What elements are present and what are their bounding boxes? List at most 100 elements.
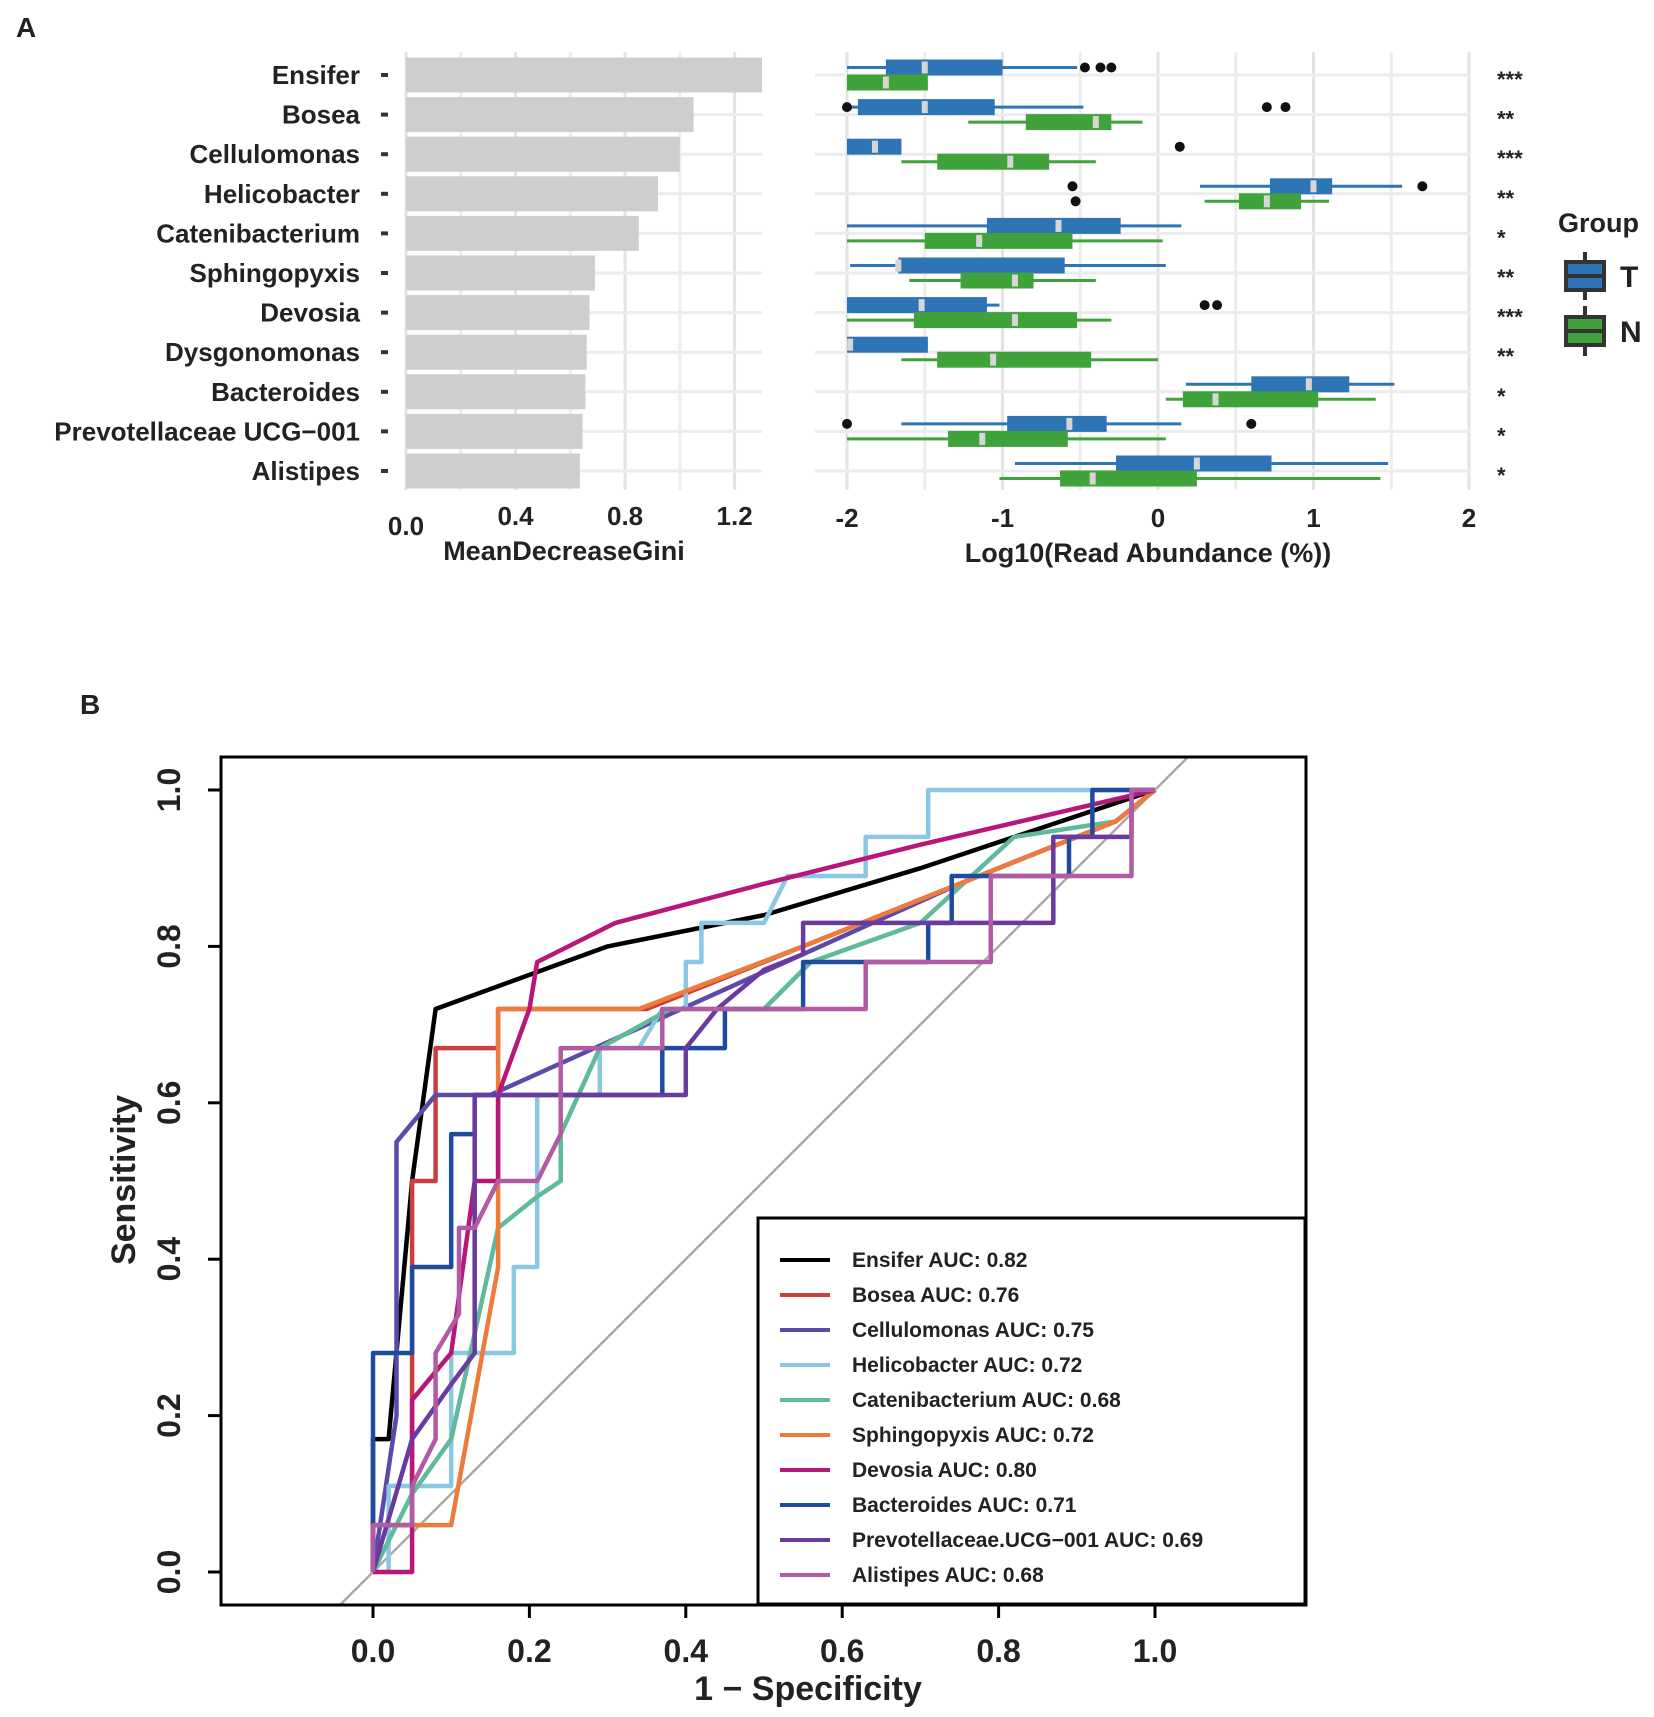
significance-cellulomonas: *** (1497, 146, 1523, 171)
taxon-label-helicobacter: Helicobacter (204, 179, 360, 209)
roc-legend-item-helicobacter: Helicobacter AUC: 0.72 (780, 1354, 1082, 1377)
box-iqr (1238, 193, 1302, 210)
box-iqr (937, 351, 1092, 368)
box-iqr (1182, 391, 1319, 408)
box-iqr (1060, 470, 1197, 487)
boxplot-devosia-n (847, 312, 1112, 329)
roc-curve-prevotellaceae-ucg-001 (370, 787, 1155, 1573)
roc-legend-label: Alistipes AUC: 0.68 (852, 1564, 1044, 1587)
legend-label-t: T (1620, 261, 1638, 294)
taxon-tick (381, 469, 388, 473)
taxon-tick (381, 231, 388, 236)
roc-legend-label: Ensifer AUC: 0.82 (852, 1249, 1027, 1272)
boxplot-bacteroides-n (1165, 391, 1376, 408)
roc-x-tick-label: 0.8 (976, 1633, 1020, 1669)
box-tick-label: 0 (1151, 503, 1165, 533)
legend-key-t (1564, 252, 1606, 300)
boxplot-catenibacterium-t (847, 217, 1182, 234)
boxplot-ensifer-n (847, 74, 928, 91)
box-outlier (1070, 196, 1081, 207)
taxon-label-bosea: Bosea (282, 100, 361, 130)
box-outlier (1106, 62, 1117, 73)
roc-axis-ticks: 0.0 0.0 0.2 0.2 0.4 0.4 0.6 0.6 0.8 0.8 1.0 1.0 (151, 768, 1177, 1669)
roc-legend-item-devosia: Devosia AUC: 0.80 (780, 1459, 1037, 1482)
importance-bar-helicobacter (406, 176, 658, 212)
roc-legend-box (756, 1216, 1307, 1606)
taxon-tick (381, 271, 388, 275)
taxon-labels: Ensifer Bosea Cellulomonas Helicobacter Cate… (54, 60, 388, 486)
importance-bar-cellulomonas (406, 136, 680, 172)
box-tick-label: 2 (1462, 503, 1476, 533)
box-iqr (913, 312, 1078, 329)
importance-bar-devosia (406, 295, 590, 331)
roc-y-tick-label: 0.8 (151, 924, 187, 968)
roc-legend-label: Helicobacter AUC: 0.72 (852, 1354, 1082, 1377)
roc-curve-alistipes (370, 787, 1155, 1572)
box-x-axis-label: Log10(Read Abundance (%)) (965, 538, 1332, 568)
significance-alistipes: * (1497, 463, 1506, 488)
roc-legend-item-ensifer: Ensifer AUC: 0.82 (780, 1249, 1027, 1272)
box-median (976, 234, 983, 247)
legend-key-n (1564, 306, 1606, 356)
roc-legend-label: Prevotellaceae.UCG−001 AUC: 0.69 (852, 1529, 1203, 1552)
roc-legend-label: Sphingopyxis AUC: 0.72 (852, 1424, 1094, 1447)
roc-x-axis-label: 1 − Specificity (694, 1670, 922, 1708)
roc-y-tick-label: 0.0 (151, 1550, 187, 1594)
box-iqr (885, 59, 1003, 76)
bar-tick-label: 0.4 (497, 501, 534, 531)
box-median (1007, 155, 1014, 168)
boxplot-catenibacterium-n (847, 232, 1163, 249)
significance-marks: ********************* (1497, 67, 1523, 488)
legend-label-n: N (1620, 316, 1642, 349)
box-iqr (924, 232, 1073, 249)
bar-tick-label: 0.8 (607, 501, 643, 531)
box-median (1055, 219, 1062, 232)
box-median (1193, 457, 1200, 470)
box-median (979, 432, 986, 445)
box-outlier (1174, 141, 1185, 152)
taxon-tick (381, 191, 388, 196)
box-iqr (960, 272, 1034, 289)
box-median (1212, 393, 1219, 406)
box-median (871, 140, 878, 153)
taxon-label-dysgonomonas: Dysgonomonas (165, 337, 360, 367)
roc-legend-label: Cellulomonas AUC: 0.75 (852, 1319, 1094, 1342)
boxplot-sphingopyxis-n (909, 272, 1096, 289)
roc-legend-item-catenibacterium: Catenibacterium AUC: 0.68 (780, 1389, 1121, 1412)
significance-bosea: ** (1497, 107, 1515, 132)
boxplot-dysgonomonas-t (847, 336, 928, 353)
roc-legend-label: Catenibacterium AUC: 0.68 (852, 1389, 1121, 1412)
roc-legend-item-bosea: Bosea AUC: 0.76 (780, 1284, 1019, 1307)
roc-curves (370, 787, 1157, 1575)
box-median (847, 338, 854, 351)
taxon-label-ensifer: Ensifer (272, 60, 360, 90)
taxon-tick (381, 152, 388, 157)
box-iqr (948, 430, 1068, 447)
boxplot-alistipes-n (999, 470, 1381, 487)
boxplot-dysgonomonas-n (901, 351, 1158, 368)
taxon-label-alistipes: Alistipes (252, 456, 360, 486)
box-outlier (1067, 181, 1078, 192)
box-tick-label: -1 (991, 503, 1014, 533)
roc-x-tick-label: 0.6 (820, 1633, 864, 1669)
box-outlier (1079, 62, 1090, 73)
box-outlier (1261, 102, 1272, 113)
roc-legend-item-alistipes: Alistipes AUC: 0.68 (780, 1564, 1044, 1587)
box-median (1092, 116, 1099, 129)
significance-bacteroides: * (1497, 384, 1506, 409)
box-iqr (1025, 114, 1112, 131)
roc-x-tick-label: 0.4 (664, 1633, 709, 1669)
taxon-label-cellulomonas: Cellulomonas (190, 139, 360, 169)
box-median (1305, 378, 1312, 391)
abundance-boxplots (842, 59, 1428, 487)
box-iqr (1116, 455, 1272, 472)
boxplot-prevotellaceae-ucg-001-n (847, 430, 1166, 447)
importance-bar-dysgonomonas (406, 334, 587, 370)
box-outlier (842, 418, 852, 429)
box-iqr (1251, 376, 1350, 393)
taxon-label-catenibacterium: Catenibacterium (156, 218, 360, 248)
roc-legend: Ensifer AUC: 0.82 Bosea AUC: 0.76 Cellulom… (756, 1216, 1307, 1606)
taxon-tick (381, 429, 388, 434)
bar-tick-label: 0.0 (388, 511, 424, 541)
